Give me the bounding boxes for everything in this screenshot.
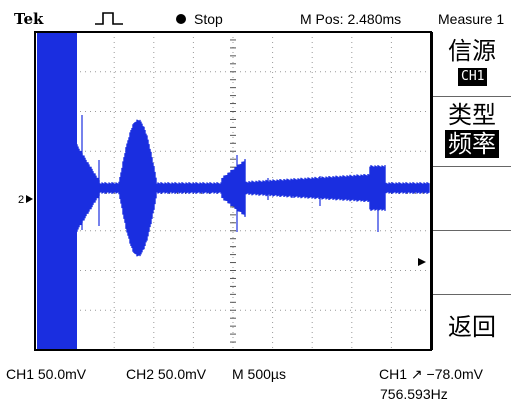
menu-divider [433,230,511,231]
trigger-level-marker [418,258,426,266]
menu-item-type[interactable]: 类型 频率 [433,98,511,164]
brand-logo: Tek [14,10,44,28]
svg-text:2: 2 [18,194,24,206]
readout-bar: CH1 50.0mV CH2 50.0mV M 500µs CH1 ↗ −78.… [0,362,519,407]
trigger-mode-icon [95,10,125,29]
ch1-waveform [37,33,430,349]
menu-divider [433,294,511,295]
ch1-ground-marker: 2 [18,194,33,206]
menu-title: Measure 1 [438,11,505,27]
frequency-readout: 756.593Hz [380,386,448,402]
timebase: M 500µs [232,366,286,382]
run-status-icon [176,14,186,24]
menu-item-source[interactable]: 信源 CH1 [433,32,511,92]
source-value: CH1 [458,68,488,86]
measure-menu: 信源 CH1 类型 频率 返回 [431,32,511,350]
type-label: 类型 [448,101,496,129]
menu-item-back[interactable]: 返回 [433,296,511,350]
horizontal-position: M Pos: 2.480ms [300,11,402,27]
back-label: 返回 [448,313,496,341]
trace-envelope [76,119,430,257]
ch2-scale: CH2 50.0mV [126,366,207,382]
menu-divider [433,166,511,167]
source-label: 信源 [448,37,496,65]
menu-divider [433,96,511,97]
ch1-scale: CH1 50.0mV [6,366,87,382]
trigger-readout: CH1 ↗ −78.0mV [379,366,483,382]
run-state: Stop [194,11,223,27]
caption-strip [0,0,519,8]
type-value: 频率 [445,130,499,158]
trace-saturated-burst [37,33,77,349]
status-bar: Tek Stop M Pos: 2.480ms Measure 1 [0,8,519,30]
